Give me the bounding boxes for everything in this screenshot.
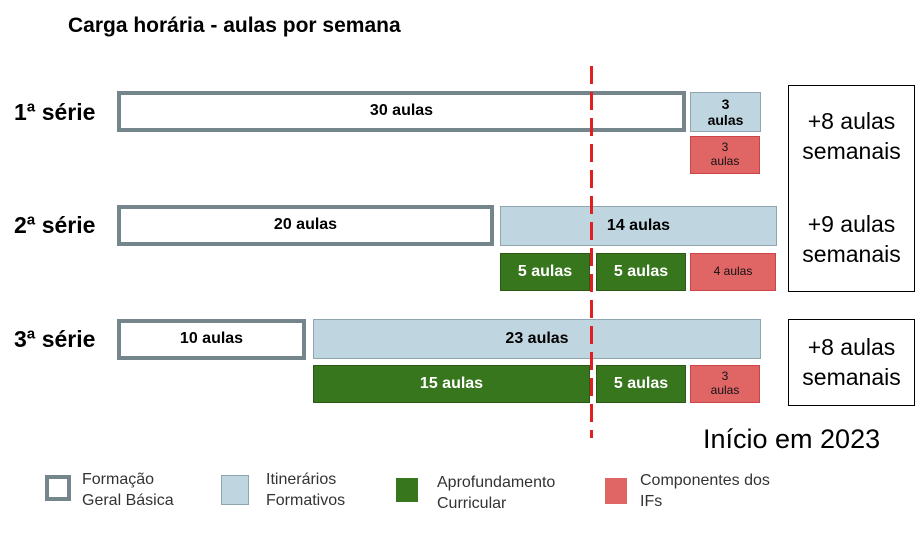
aprofundamento-bar-2a: 5 aulas (500, 253, 590, 291)
formacao-geral-bar-3: 10 aulas (117, 319, 306, 360)
itinerarios-bar-3: 23 aulas (313, 319, 761, 359)
start-divider-line (590, 66, 593, 438)
formacao-geral-bar-2: 20 aulas (117, 205, 494, 246)
itinerarios-value-1: 3 (721, 95, 730, 112)
formacao-geral-bar-1: 30 aulas (117, 91, 686, 132)
componentes-value-1: 3 (721, 140, 729, 155)
summary-box-1-2: +8 aulas semanais +9 aulas semanais (788, 85, 915, 292)
summary-3-line-2: semanais (802, 363, 901, 390)
legend-aprofundamento-line-2: Curricular (437, 494, 507, 512)
aprofundamento-bar-3a: 15 aulas (313, 365, 590, 403)
legend-componentes-line-2: IFs (640, 492, 663, 510)
summary-3-line-1: +8 aulas (807, 333, 896, 360)
start-note: Início em 2023 (703, 424, 881, 454)
diagram-title: Carga horária - aulas por semana (68, 14, 401, 37)
legend-itinerarios-line-1: Itinerários (266, 471, 337, 488)
aprofundamento-bar-2b: 5 aulas (596, 253, 686, 291)
itinerarios-bar-1: 3 aulas (690, 92, 761, 132)
legend-formacao-line-2: Geral Básica (82, 491, 174, 509)
legend-aprofundamento-swatch (396, 478, 418, 502)
legend-formacao-label: Formação Geral Básica (82, 470, 174, 512)
legend-componentes-swatch (605, 478, 627, 504)
legend-componentes-label: Componentes dos IFs (640, 471, 770, 513)
componentes-unit-1: aulas (710, 154, 740, 168)
legend-aprofundamento-label: Aprofundamento Curricular (437, 473, 555, 515)
summary-1: +8 aulas semanais (802, 86, 900, 189)
legend-itinerarios-line-2: Formativos (266, 491, 346, 509)
componentes-bar-3: 3 aulas (690, 365, 760, 403)
itinerarios-unit-1: aulas (707, 112, 744, 128)
legend-componentes-line-1: Componentes dos (640, 472, 770, 489)
summary-box-3: +8 aulas semanais (788, 319, 915, 406)
summary-2-line-2: semanais (802, 240, 901, 267)
legend-formacao-swatch (45, 475, 71, 501)
row-label-2: 2ª série (14, 212, 96, 238)
summary-1-line-2: semanais (802, 138, 901, 165)
row-label-1: 1ª série (14, 99, 96, 125)
legend-formacao-line-1: Formação (82, 471, 155, 488)
componentes-bar-1: 3 aulas (690, 136, 760, 174)
legend-itinerarios-swatch (221, 475, 249, 505)
componentes-unit-3: aulas (710, 383, 740, 397)
summary-2-line-1: +9 aulas (807, 210, 896, 237)
legend-itinerarios-label: Itinerários Formativos (266, 470, 345, 512)
legend-aprofundamento-line-1: Aprofundamento (437, 474, 556, 491)
summary-1-line-1: +8 aulas (807, 108, 896, 135)
itinerarios-bar-2: 14 aulas (500, 206, 777, 246)
aprofundamento-bar-3b: 5 aulas (596, 365, 686, 403)
row-label-3: 3ª série (14, 326, 96, 352)
summary-2: +9 aulas semanais (802, 189, 900, 292)
componentes-value-3: 3 (721, 369, 729, 384)
componentes-bar-2: 4 aulas (690, 253, 776, 291)
